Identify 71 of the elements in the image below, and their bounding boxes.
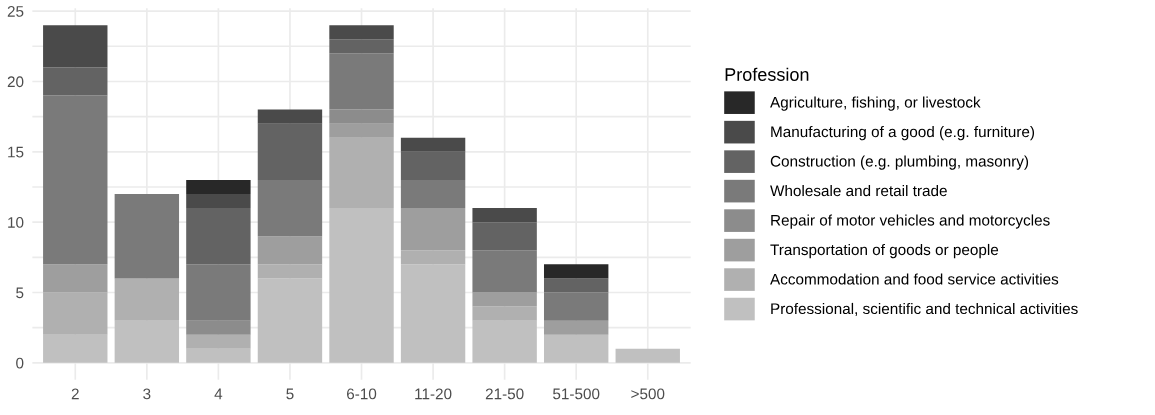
bar — [543, 278, 609, 293]
legend-label: Manufacturing of a good (e.g. furniture) — [771, 125, 1035, 141]
bar — [400, 264, 466, 363]
bar — [615, 348, 680, 363]
y-tick-label: 25 — [7, 5, 24, 17]
bar — [186, 179, 251, 195]
legend-label: Accommodation and food service activities — [770, 273, 1059, 285]
legend-label: Wholesale and retail trade — [770, 184, 947, 197]
bar — [114, 194, 180, 279]
bar — [400, 137, 466, 152]
bar — [329, 109, 394, 124]
x-tick-label: 2 — [71, 388, 79, 400]
bar — [329, 208, 394, 363]
legend-label: Professional, scientific and technical activities — [771, 302, 1078, 316]
bar — [329, 39, 394, 54]
y-tick-label: 10 — [8, 217, 24, 228]
bar — [257, 278, 323, 363]
bar — [43, 292, 108, 335]
bar — [43, 67, 108, 96]
legend-label: Repair of motor vehicles and motorcycles — [771, 214, 1050, 229]
bar — [472, 306, 537, 321]
x-tick-label: 11-20 — [415, 388, 452, 400]
bar — [186, 320, 251, 335]
y-tick-label: 20 — [7, 76, 24, 88]
bar — [400, 250, 466, 265]
bar — [257, 123, 323, 180]
bar — [543, 264, 609, 279]
y-tick-label: 5 — [16, 287, 24, 299]
bar — [472, 250, 537, 293]
legend-title: Profession — [725, 67, 809, 81]
bar — [257, 179, 323, 237]
y-tick-label: 0 — [16, 357, 24, 369]
bar — [186, 348, 251, 363]
bar — [543, 292, 609, 321]
bar — [186, 208, 251, 265]
bar — [257, 109, 323, 124]
bar — [543, 334, 609, 363]
x-tick-label: 4 — [214, 388, 223, 400]
bar — [472, 292, 537, 307]
bar — [257, 264, 323, 279]
bar — [329, 123, 394, 138]
bar — [472, 208, 537, 223]
bar — [114, 320, 180, 363]
bar — [329, 25, 394, 40]
bar — [114, 278, 180, 321]
bar — [43, 264, 108, 293]
bar — [186, 194, 251, 209]
x-tick-label: >500 — [631, 388, 665, 400]
x-tick-label: 5 — [286, 388, 294, 400]
bar — [400, 179, 466, 209]
x-tick-label: 21-50 — [485, 388, 524, 400]
bar — [186, 334, 251, 349]
bar — [329, 53, 394, 110]
x-tick-label: 6-10 — [347, 388, 377, 400]
x-tick-label: 51-500 — [553, 388, 600, 400]
bar — [43, 334, 108, 363]
legend-label: Transportation of goods or people — [770, 243, 999, 259]
bar — [543, 320, 609, 335]
bar — [186, 264, 251, 321]
bar — [329, 137, 394, 209]
y-tick-label: 15 — [8, 146, 24, 158]
legend-label: Agriculture, fishing, or livestock — [770, 96, 981, 111]
bar — [257, 236, 323, 265]
bar — [43, 95, 108, 265]
bar — [472, 320, 537, 363]
x-tick-label: 3 — [143, 388, 151, 400]
bar — [400, 208, 466, 251]
bar — [472, 222, 537, 251]
legend-label: Construction (e.g. plumbing, masonry) — [770, 155, 1029, 170]
bar — [400, 151, 466, 180]
bar — [43, 25, 108, 68]
